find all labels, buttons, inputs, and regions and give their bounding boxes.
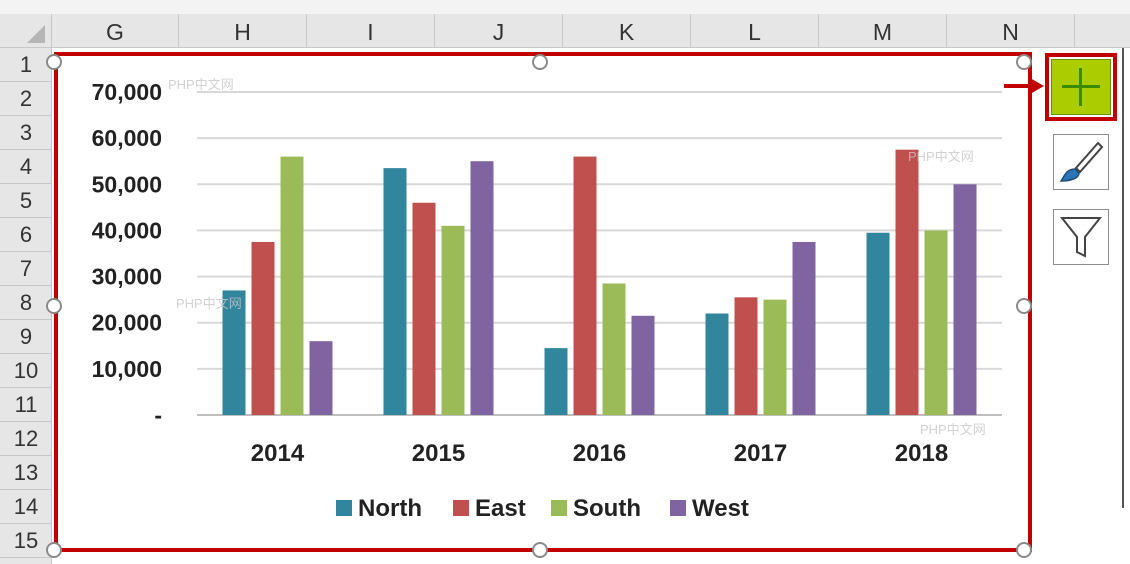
row-header-7[interactable]: 7 <box>0 252 52 286</box>
bar-east-2014 <box>251 241 275 415</box>
column-header-n[interactable]: N <box>947 14 1075 48</box>
bar-south-2015 <box>441 225 465 415</box>
bar-north-2014 <box>222 290 246 415</box>
column-header-i[interactable]: I <box>307 14 435 48</box>
row-header-14[interactable]: 14 <box>0 490 52 524</box>
legend-swatch-west <box>670 500 686 516</box>
column-header-k[interactable]: K <box>563 14 691 48</box>
top-strip <box>0 0 1130 14</box>
select-all-icon <box>27 25 45 43</box>
row-header-8[interactable]: 8 <box>0 286 52 320</box>
funnel-icon <box>1059 217 1103 258</box>
legend-swatch-north <box>336 500 352 516</box>
chart-elements-button[interactable] <box>1051 59 1111 115</box>
bar-west-2017 <box>792 241 816 415</box>
row-header-3[interactable]: 3 <box>0 116 52 150</box>
legend-swatch-east <box>453 500 469 516</box>
column-header-l[interactable]: L <box>691 14 819 48</box>
row-header-5[interactable]: 5 <box>0 184 52 218</box>
y-tick-label: 30,000 <box>92 264 162 290</box>
bar-south-2017 <box>763 299 787 415</box>
x-tick-label: 2016 <box>573 440 626 467</box>
watermark: PHP中文网 <box>168 77 234 92</box>
pointer-arrow-icon <box>1030 78 1044 94</box>
x-tick-label: 2018 <box>895 440 948 467</box>
legend-label-north: North <box>358 495 422 522</box>
watermark: PHP中文网 <box>920 422 986 437</box>
row-header-9[interactable]: 9 <box>0 320 52 354</box>
resize-handle-top-left[interactable] <box>46 54 62 70</box>
plus-icon <box>1062 68 1100 106</box>
bar-west-2014 <box>309 341 333 415</box>
resize-handle-top-right[interactable] <box>1016 54 1032 70</box>
x-tick-label: 2014 <box>251 440 305 467</box>
bar-north-2017 <box>705 313 729 415</box>
legend-label-south: South <box>573 495 641 522</box>
y-tick-label: 20,000 <box>92 310 162 336</box>
window-edge <box>1122 48 1124 508</box>
resize-handle-bottom[interactable] <box>532 542 548 558</box>
row-header-12[interactable]: 12 <box>0 422 52 456</box>
x-tick-label: 2015 <box>412 440 465 467</box>
bar-south-2016 <box>602 283 626 415</box>
column-chart: - 10,000 20,000 30,000 40,000 50,000 60,000 70,… <box>92 79 1002 522</box>
column-header-g[interactable]: G <box>52 14 179 48</box>
paintbrush-icon <box>1059 141 1104 182</box>
pointer-arrow-line <box>1004 84 1034 88</box>
bar-west-2018 <box>953 184 977 415</box>
legend-swatch-south <box>551 500 567 516</box>
x-tick-label: 2017 <box>734 440 787 467</box>
bar-south-2014 <box>280 156 304 415</box>
y-tick-label: 40,000 <box>92 217 162 243</box>
column-header-h[interactable]: H <box>179 14 307 48</box>
row-header-4[interactable]: 4 <box>0 150 52 184</box>
bar-east-2017 <box>734 297 758 415</box>
watermark: PHP中文网 <box>176 296 242 311</box>
row-header-bar: 1 2 3 4 5 6 7 8 9 10 11 12 13 14 15 <box>0 48 52 564</box>
bar-north-2015 <box>383 168 407 415</box>
bar-east-2016 <box>573 156 597 415</box>
bar-south-2018 <box>924 230 948 415</box>
row-header-15[interactable]: 15 <box>0 524 52 558</box>
row-header-2[interactable]: 2 <box>0 82 52 116</box>
row-header-11[interactable]: 11 <box>0 388 52 422</box>
row-header-13[interactable]: 13 <box>0 456 52 490</box>
bar-east-2015 <box>412 202 436 415</box>
y-tick-label: - <box>154 402 162 428</box>
bar-north-2018 <box>866 232 890 415</box>
y-tick-label: 10,000 <box>92 356 162 382</box>
bar-north-2016 <box>544 348 568 415</box>
bar-west-2015 <box>470 161 494 415</box>
resize-handle-left[interactable] <box>46 298 62 314</box>
column-header-j[interactable]: J <box>435 14 563 48</box>
bar-east-2018 <box>895 149 919 415</box>
y-tick-label: 70,000 <box>92 79 162 105</box>
row-header-10[interactable]: 10 <box>0 354 52 388</box>
legend-label-east: East <box>475 495 526 522</box>
chart-styles-button[interactable] <box>1053 134 1109 190</box>
resize-handle-right[interactable] <box>1016 298 1032 314</box>
y-tick-label: 50,000 <box>92 171 162 197</box>
legend-label-west: West <box>692 495 749 522</box>
resize-handle-bottom-right[interactable] <box>1016 542 1032 558</box>
chart-area[interactable]: - 10,000 20,000 30,000 40,000 50,000 60,000 70,… <box>54 52 1032 552</box>
watermark: PHP中文网 <box>908 149 974 164</box>
column-header-m[interactable]: M <box>819 14 947 48</box>
select-all-corner[interactable] <box>0 14 52 48</box>
resize-handle-bottom-left[interactable] <box>46 542 62 558</box>
row-header-6[interactable]: 6 <box>0 218 52 252</box>
y-tick-label: 60,000 <box>92 125 162 151</box>
resize-handle-top[interactable] <box>532 54 548 70</box>
bar-west-2016 <box>631 315 655 415</box>
row-header-1[interactable]: 1 <box>0 48 52 82</box>
chart-filters-button[interactable] <box>1053 209 1109 265</box>
